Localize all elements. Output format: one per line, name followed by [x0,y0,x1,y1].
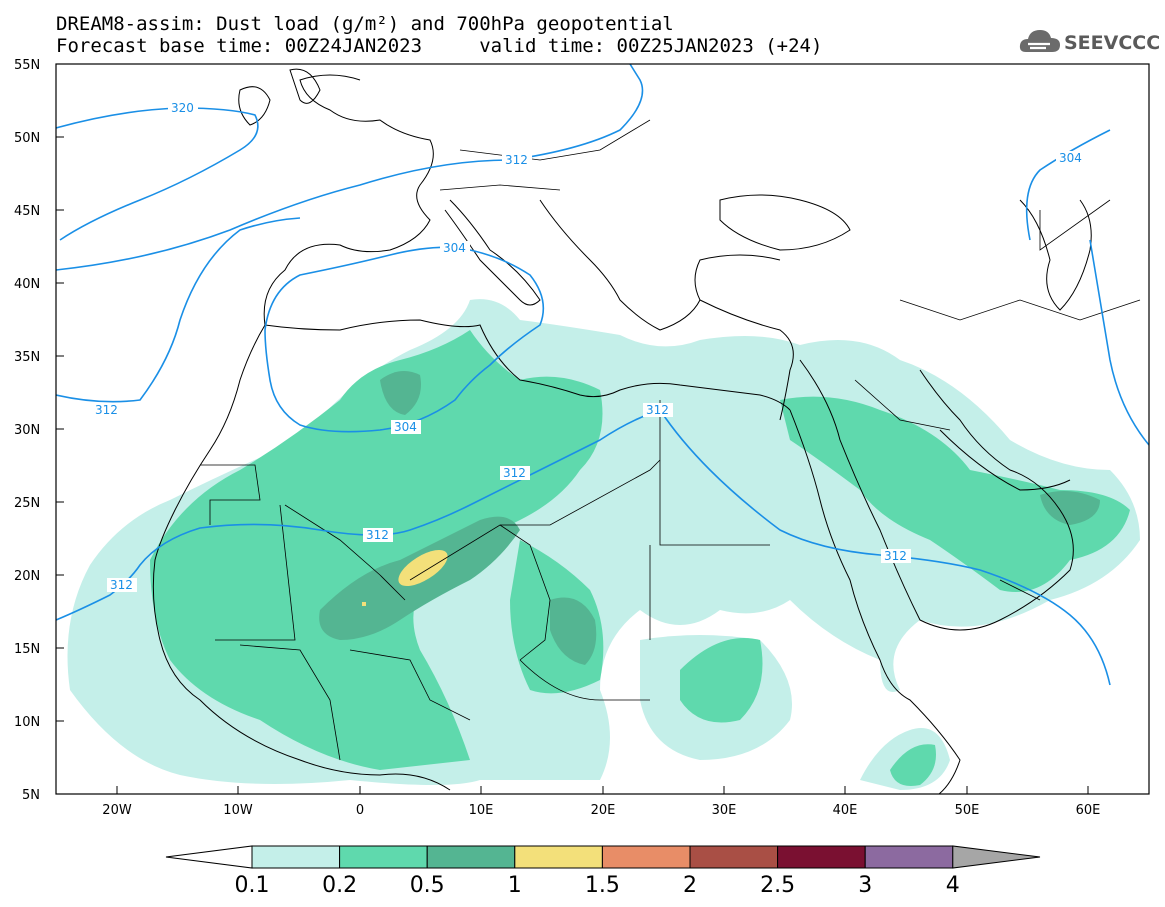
lat-label: 40N [14,277,40,292]
colorbar-tick-label: 0.1 [235,873,270,898]
colorbar-tick-label: 2.5 [760,873,795,898]
colorbar-segment [339,845,428,869]
contour-label: 312 [505,153,528,167]
latitude-axis [56,63,64,722]
colorbar-tick-label: 0.5 [410,873,445,898]
lon-label: 20E [591,803,616,818]
lon-label: 30E [712,803,737,818]
longitude-axis [116,786,1089,794]
contour-label: 312 [95,403,118,417]
lat-label: 5N [22,788,40,803]
colorbar-tick-label: 0.2 [322,873,357,898]
colorbar-segment [601,845,691,869]
colorbar-segment [689,845,779,869]
colorbar-tick-label: 4 [946,873,960,898]
lon-label: 10E [469,803,494,818]
contour-label: 312 [366,528,389,542]
seevccc-logo: SEEVCCC [1018,24,1160,62]
lon-label: 20W [102,803,132,818]
contour-label: 304 [1059,151,1082,165]
colorbar: 0.1 0.2 0.5 1 1.5 2 2.5 3 4 [165,845,1041,898]
dust-peak [398,550,448,586]
dust-moderate [150,330,1130,786]
lon-label: 60E [1076,803,1101,818]
lat-label: 10N [14,715,40,730]
cloud-icon [1019,30,1060,52]
contour-label: 304 [394,420,417,434]
borders [200,119,1141,761]
contour-label: 312 [110,578,133,592]
lat-label: 35N [14,350,40,365]
lat-label: 15N [14,642,40,657]
contour-label: 304 [443,241,466,255]
colorbar-over-triangle [952,845,1041,869]
lat-label: 45N [14,204,40,219]
colorbar-tick-label: 1 [508,873,522,898]
lat-label: 20N [14,569,40,584]
contour-labels: 320 312 304 312 304 304 312 312 312 312 … [92,101,1086,592]
colorbar-segment [864,845,954,869]
colorbar-under-triangle [165,845,253,869]
lon-label: 40E [833,803,858,818]
colorbar-tick-label: 2 [683,873,697,898]
contour-label: 312 [503,466,526,480]
colorbar-segment [514,845,603,869]
coastlines [152,68,1092,794]
contour-label: 320 [171,101,194,115]
forecast-times: Forecast base time: 00Z24JAN2023 valid t… [56,35,823,57]
lon-label: 50E [955,803,980,818]
lat-label: 50N [14,131,40,146]
colorbar-tick-label: 3 [858,873,872,898]
contour-label: 312 [884,549,907,563]
logo-text: SEEVCCC [1064,32,1161,54]
lat-label: 30N [14,423,40,438]
lon-label: 0 [356,803,364,818]
lon-label: 10W [223,803,253,818]
colorbar-segment [251,845,341,869]
dust-peak-small [362,602,366,606]
lat-label: 25N [14,496,40,511]
dust-field: 320 312 304 312 304 304 312 312 312 312 … [56,64,1149,794]
contour-label: 312 [646,403,669,417]
geopotential-contours [56,64,1149,686]
colorbar-segment [777,845,866,869]
colorbar-tick-label: 1.5 [585,873,620,898]
colorbar-segment [426,845,516,869]
map-title: DREAM8-assim: Dust load (g/m²) and 700hP… [56,13,674,35]
lat-label: 55N [14,58,40,73]
